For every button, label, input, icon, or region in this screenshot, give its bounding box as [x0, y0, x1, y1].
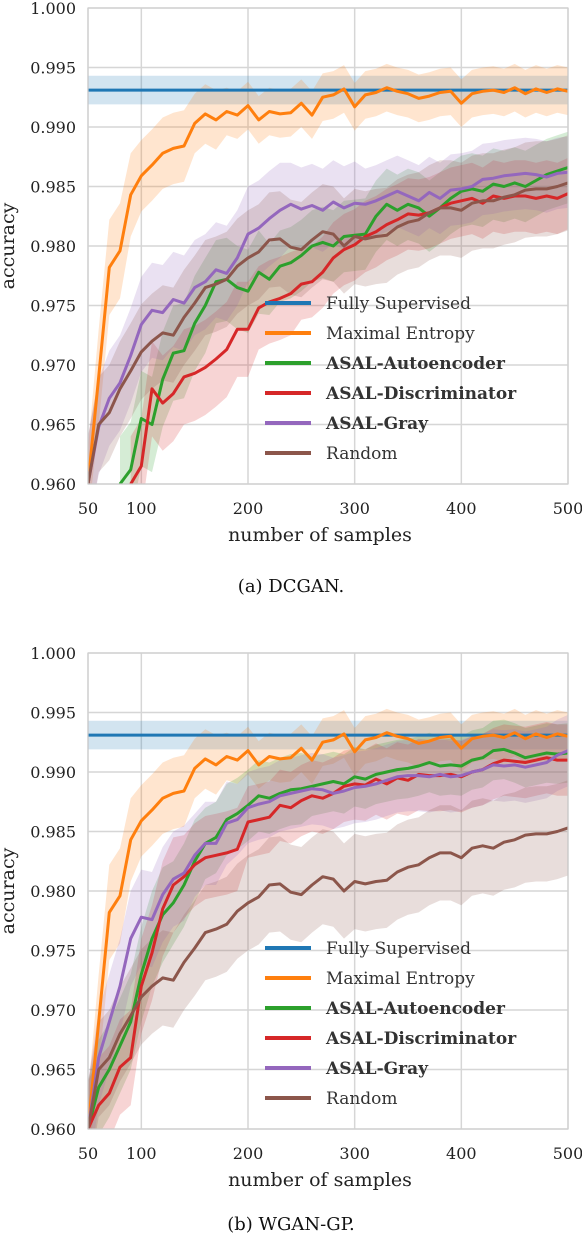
x-tick-label: 500: [553, 1144, 582, 1163]
plot-frame: [87, 7, 569, 485]
chart-panel-1: 50 100 200 300 400 500 0.960 0.965 0.970 0.975 0.9…: [0, 0, 582, 597]
x-tick-label: 200: [233, 499, 264, 518]
y-tick-label: 0.970: [30, 356, 76, 375]
x-tick-label: 400: [446, 1144, 477, 1163]
legend-label-asal-autoencoder: ASAL-Autoencoder: [325, 354, 506, 374]
legend-label-random: Random: [326, 1089, 398, 1109]
y-tick-label: 0.985: [30, 823, 76, 842]
legend-label-asal-autoencoder: ASAL-Autoencoder: [325, 999, 506, 1019]
plot-frame: [87, 652, 569, 1130]
y-axis-label: accuracy: [0, 202, 19, 289]
legend-label-fully-supervised: Fully Supervised: [326, 939, 471, 959]
x-tick-label: 200: [233, 1144, 264, 1163]
line-random: [88, 826, 568, 1129]
y-tick-label: 1.000: [30, 0, 76, 18]
line-asal-gray: [88, 749, 568, 1129]
x-tick-label: 100: [126, 499, 157, 518]
band-asal-autoencoder: [88, 719, 568, 1129]
line-asal-autoencoder: [88, 747, 568, 1129]
legend-label-asal-discriminator: ASAL-Discriminator: [325, 384, 517, 404]
legend-label-maximal-entropy: Maximal Entropy: [326, 324, 475, 344]
band-random: [88, 780, 568, 1129]
y-tick-label: 0.990: [30, 118, 76, 137]
y-tick-label: 0.980: [30, 882, 76, 901]
line-asal-autoencoder: [118, 166, 568, 484]
band-asal-gray: [88, 714, 568, 1129]
y-tick-label: 0.975: [30, 942, 76, 961]
x-tick-label: 400: [446, 499, 477, 518]
band-asal-gray: [88, 136, 568, 484]
y-tick-label: 0.965: [30, 1061, 76, 1080]
x-axis-label: number of samples: [228, 1169, 412, 1191]
series-layer: [88, 63, 568, 484]
y-tick-label: 0.995: [30, 59, 76, 78]
legend-label-asal-gray: ASAL-Gray: [325, 1059, 429, 1079]
y-tick-label: 0.990: [30, 763, 76, 782]
y-tick-label: 0.975: [30, 297, 76, 316]
y-tick-label: 0.995: [30, 704, 76, 723]
line-random: [88, 181, 568, 484]
line-asal-discriminator: [129, 192, 568, 484]
legend-label-asal-gray: ASAL-Gray: [325, 414, 429, 434]
y-tick-label: 0.970: [30, 1001, 76, 1020]
legend: Fully Supervised Maximal Entropy ASAL-Auto…: [265, 294, 517, 464]
line-maximal-entropy: [88, 86, 568, 484]
chart-panel-2: 50 100 200 300 400 500 0.960 0.965 0.970 0.975 0.9…: [0, 644, 582, 1235]
x-axis-label: number of samples: [228, 524, 412, 546]
figure-caption: (a) DCGAN.: [238, 576, 344, 597]
x-tick-label: 50: [78, 499, 98, 518]
x-tick-label: 300: [339, 1144, 370, 1163]
line-asal-gray: [88, 170, 568, 484]
y-tick-label: 1.000: [30, 644, 76, 663]
legend-label-random: Random: [326, 444, 398, 464]
legend: Fully Supervised Maximal Entropy ASAL-Auto…: [265, 939, 517, 1109]
legend-label-asal-discriminator: ASAL-Discriminator: [325, 1029, 517, 1049]
series-layer: [88, 708, 568, 1129]
legend-label-maximal-entropy: Maximal Entropy: [326, 969, 475, 989]
y-tick-label: 0.985: [30, 178, 76, 197]
y-tick-label: 0.960: [30, 475, 76, 494]
x-tick-label: 500: [553, 499, 582, 518]
x-tick-label: 50: [78, 1144, 98, 1163]
y-tick-label: 0.960: [30, 1120, 76, 1139]
band-maximal-entropy: [88, 63, 568, 484]
band-maximal-entropy: [88, 708, 568, 1129]
figure-caption: (b) WGAN-GP.: [227, 1214, 355, 1235]
legend-label-fully-supervised: Fully Supervised: [326, 294, 471, 314]
y-tick-label: 0.965: [30, 416, 76, 435]
band-asal-discriminator: [88, 722, 568, 1129]
y-axis-label: accuracy: [0, 847, 19, 934]
x-tick-label: 300: [339, 499, 370, 518]
band-random: [88, 135, 568, 484]
band-asal-autoencoder: [120, 131, 568, 484]
y-tick-label: 0.980: [30, 237, 76, 256]
x-tick-label: 100: [126, 1144, 157, 1163]
line-maximal-entropy: [88, 731, 568, 1129]
